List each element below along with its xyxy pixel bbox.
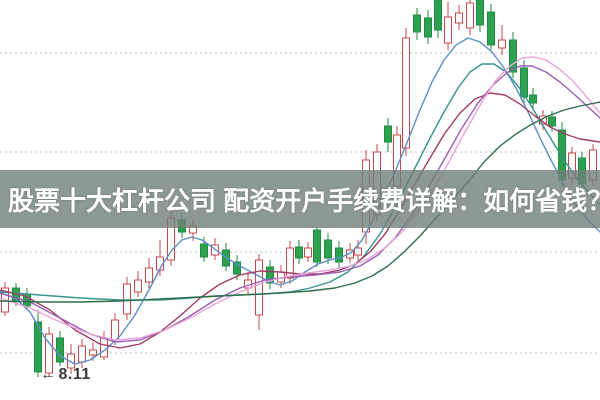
low-price-annotation: ← 8.11 bbox=[40, 366, 91, 384]
low-price-value: 8.11 bbox=[58, 366, 91, 383]
left-arrow-icon: ← bbox=[40, 366, 57, 383]
headline-text: 股票十大杠杆公司 配资开户手续费详解：如何省钱？ bbox=[8, 185, 600, 216]
headline-banner[interactable]: 股票十大杠杆公司 配资开户手续费详解：如何省钱？ bbox=[0, 170, 600, 228]
